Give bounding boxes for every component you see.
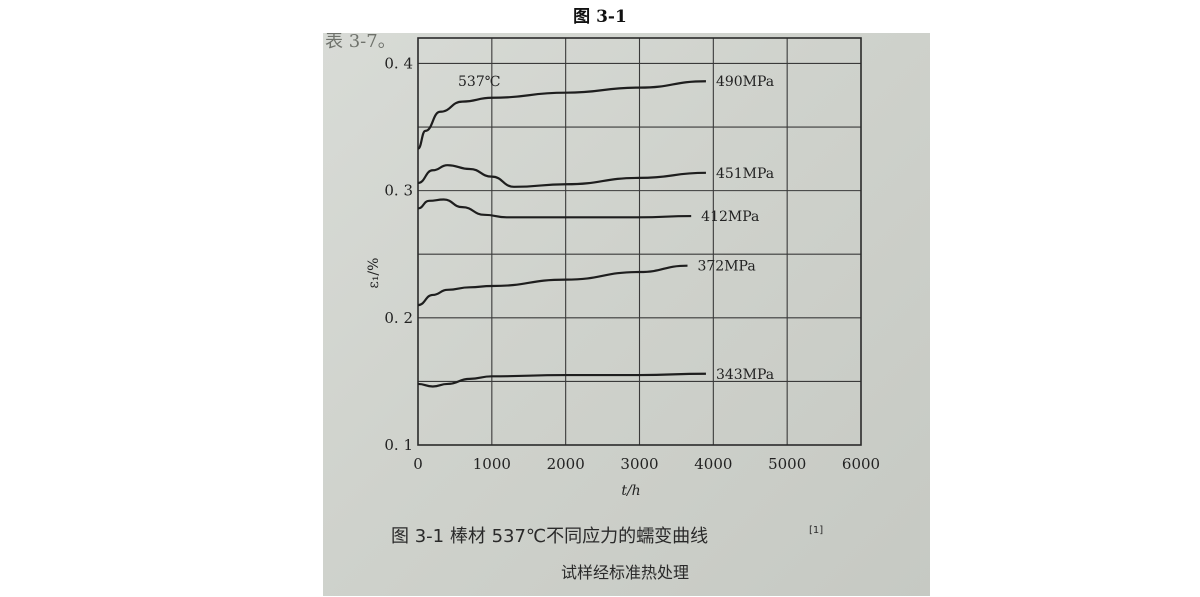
- series-curves: [417, 80, 706, 388]
- y-tick-label: 0. 1: [384, 436, 413, 454]
- series-line-451mpa: [417, 164, 706, 188]
- x-tick-label: 4000: [694, 455, 732, 473]
- creep-curve-chart: 表 3-7。 0 1000 2000 3000 4000 5000 6000 0. 1 0. 2…: [325, 33, 880, 582]
- series-label-412mpa: 412MPa: [701, 209, 759, 225]
- y-tick-label: 0. 3: [384, 182, 413, 200]
- x-axis-label: t/h: [621, 483, 640, 499]
- y-axis-label: ε₁/%: [366, 258, 382, 289]
- caption-line-2: 试样经标准热处理: [561, 563, 689, 582]
- x-tick-label: 3000: [620, 455, 658, 473]
- caption-line-1: 图 3-1 棒材 537℃不同应力的蠕变曲线: [391, 526, 708, 547]
- top-text-fragment: 表 3-7。: [325, 33, 396, 52]
- x-tick-label: 5000: [768, 455, 806, 473]
- tick-labels: 0 1000 2000 3000 4000 5000 6000 0. 1 0. 2 0. 3 0. …: [384, 54, 880, 473]
- plot-frame: [417, 37, 862, 446]
- series-line-372mpa: [417, 264, 688, 307]
- series-label-372mpa: 372MPa: [697, 259, 755, 275]
- y-tick-label: 0. 4: [384, 54, 413, 72]
- grid: [418, 38, 861, 445]
- series-label-451mpa: 451MPa: [716, 166, 774, 182]
- series-line-490mpa: [417, 80, 706, 150]
- caption-reference: [1]: [809, 525, 823, 536]
- series-labels: 490MPa 451MPa 412MPa 372MPa 343MPa: [697, 74, 774, 383]
- x-tick-label: 0: [413, 455, 423, 473]
- y-tick-label: 0. 2: [384, 309, 413, 327]
- series-line-343mpa: [417, 372, 706, 388]
- series-label-343mpa: 343MPa: [716, 367, 774, 383]
- x-tick-label: 6000: [842, 455, 880, 473]
- temperature-annotation: 537℃: [458, 74, 500, 90]
- page-title: 图 3-1: [573, 7, 627, 27]
- chart-photo: 表 3-7。 0 1000 2000 3000 4000 5000 6000 0. 1 0. 2…: [323, 33, 930, 596]
- series-line-412mpa: [417, 198, 692, 219]
- x-tick-label: 1000: [473, 455, 511, 473]
- x-tick-label: 2000: [547, 455, 585, 473]
- series-label-490mpa: 490MPa: [716, 74, 774, 90]
